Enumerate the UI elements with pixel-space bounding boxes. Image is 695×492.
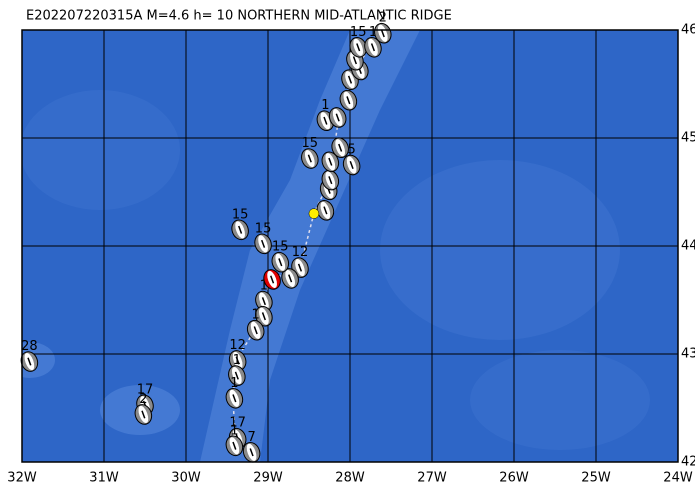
- depth-label: 1: [233, 353, 241, 368]
- depth-label: 17: [229, 416, 246, 431]
- map-frame: [21, 29, 679, 463]
- lon-tick-label: 30W: [171, 471, 201, 486]
- focal-mechanism: [228, 365, 246, 386]
- focal-mechanism: [364, 36, 382, 58]
- nodal-line: [234, 371, 239, 380]
- nodal-line: [356, 43, 361, 52]
- lon-tick-label: 27W: [417, 471, 447, 486]
- focal-mechanism: [231, 219, 249, 241]
- nodal-line: [328, 176, 333, 185]
- nodal-line: [352, 56, 357, 65]
- lon-tick-label: 26W: [499, 471, 529, 486]
- lon-tick-label: 24W: [663, 471, 693, 486]
- focal-mechanism: [255, 305, 273, 327]
- nodal-line: [235, 356, 240, 365]
- nodal-line: [323, 116, 328, 125]
- focal-mechanism: [349, 36, 367, 58]
- lat-tick-label: 44N: [681, 239, 695, 254]
- focal-mechanism: [341, 69, 359, 90]
- depth-label: 1: [321, 98, 329, 113]
- map-title: E202207220315A M=4.6 h= 10 NORTHERN MID-…: [26, 9, 452, 24]
- nodal-line: [347, 75, 353, 84]
- focal-mechanism: [225, 435, 244, 457]
- nodal-line: [238, 225, 243, 234]
- nodal-line: [349, 160, 354, 170]
- depth-label: 7: [247, 430, 255, 445]
- focal-mechanism: [20, 351, 39, 372]
- focal-mechanism: [242, 441, 261, 463]
- nodal-line: [323, 206, 328, 215]
- nodal-line: [370, 43, 376, 52]
- lon-tick-label: 31W: [89, 471, 119, 486]
- depth-label: 28: [21, 339, 38, 354]
- lat-tick-label: 42N: [681, 455, 695, 470]
- depth-label: 1: [260, 279, 268, 294]
- focal-mechanism: [271, 251, 290, 273]
- nodal-line: [307, 154, 312, 163]
- nodal-line: [328, 157, 333, 166]
- depth-label: 5: [347, 143, 355, 158]
- nodal-line: [232, 394, 237, 403]
- lon-tick-label: 32W: [7, 471, 37, 486]
- depth-label: 2: [139, 392, 147, 407]
- focal-mechanism: [225, 387, 244, 409]
- focal-mechanism: [321, 169, 340, 191]
- nodal-line: [261, 312, 266, 321]
- focal-mechanism: [246, 319, 265, 341]
- nodal-line: [232, 441, 237, 450]
- focal-mechanism: [331, 137, 349, 159]
- map-layer: 2817215151215111211171711551211512: [20, 11, 679, 463]
- nodal-line: [297, 263, 303, 272]
- lat-tick-label: 45N: [681, 131, 695, 146]
- nodal-line: [335, 113, 340, 122]
- focal-mechanism: [339, 89, 358, 111]
- focal-mechanism: [263, 269, 281, 290]
- lon-tick-label: 28W: [335, 471, 365, 486]
- depth-label: 2: [379, 11, 387, 26]
- depth-label: 17: [137, 382, 154, 397]
- depth-label: 1: [252, 308, 260, 323]
- nodal-line: [253, 326, 258, 335]
- focal-mechanism: [321, 151, 340, 173]
- nodal-line: [249, 448, 254, 457]
- focal-mechanism: [255, 290, 273, 312]
- focal-mechanism: [301, 148, 319, 169]
- nodal-line: [288, 274, 293, 283]
- focal-mechanism: [281, 268, 299, 289]
- lon-tick-label: 25W: [581, 471, 611, 486]
- epicenter-marker: [308, 208, 320, 219]
- depth-label: 12: [292, 245, 309, 260]
- focal-mechanism: [328, 107, 347, 128]
- focal-mechanism: [342, 154, 361, 176]
- nodal-line: [261, 297, 266, 306]
- focal-mechanism: [254, 233, 272, 255]
- depth-label: 15: [302, 136, 319, 151]
- nodal-line: [261, 239, 266, 248]
- lat-tick-label: 43N: [681, 347, 695, 362]
- lat-tick-label: 46N: [681, 23, 695, 38]
- depth-label: 15: [272, 240, 289, 255]
- focal-mechanism: [134, 404, 153, 425]
- depth-label: 1: [369, 25, 377, 40]
- depth-label: 1: [230, 423, 238, 438]
- nodal-line: [338, 143, 343, 152]
- nodal-line: [278, 258, 283, 267]
- depth-label: 15: [255, 221, 272, 236]
- lon-tick-label: 29W: [253, 471, 283, 486]
- nodal-line: [141, 410, 146, 419]
- focal-mechanism: [374, 22, 392, 44]
- depth-label: 12: [229, 338, 246, 353]
- depth-label: 1: [230, 376, 238, 391]
- nodal-line: [270, 275, 275, 284]
- nodal-line: [27, 357, 32, 366]
- nodal-line: [346, 96, 351, 105]
- depth-label: 15: [350, 25, 367, 40]
- depth-label: 15: [232, 207, 249, 222]
